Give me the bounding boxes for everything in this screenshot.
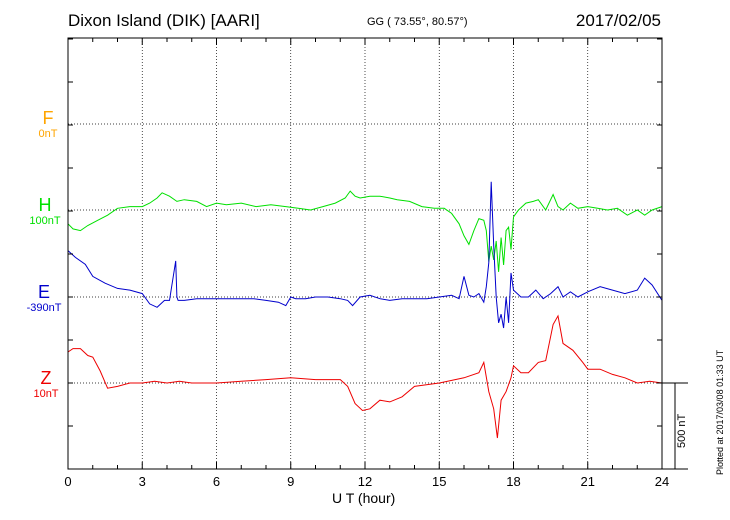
series-line-h — [67, 190, 663, 272]
x-tick-label: 9 — [287, 474, 294, 489]
station-coords: GG ( 73.55°, 80.57°) — [367, 16, 468, 28]
x-tick-label: 21 — [581, 474, 595, 489]
scale-bar — [662, 382, 688, 470]
series-name: Z — [40, 368, 52, 388]
series-label-z: Z 10nT — [26, 368, 66, 401]
x-tick-label: 12 — [358, 474, 372, 489]
plotted-timestamp: Plotted at 2017/03/08 01:33 UT — [715, 349, 725, 475]
series-baseline: 10nT — [33, 388, 59, 400]
series-name: E — [37, 282, 50, 302]
series-baseline: 0nT — [38, 128, 58, 140]
chart-series — [67, 181, 663, 439]
x-tick-label: 24 — [655, 474, 669, 489]
x-tick-label: 6 — [213, 474, 220, 489]
x-tick-label: 18 — [506, 474, 520, 489]
series-name: H — [38, 195, 52, 215]
x-axis-label: U T (hour) — [332, 490, 396, 506]
station-title: Dixon Island (DIK) [AARI] — [68, 11, 260, 30]
series-name: F — [42, 108, 54, 128]
series-baseline: 100nT — [29, 215, 61, 227]
x-tick-label: 0 — [64, 474, 71, 489]
series-label-f: F 0nT — [28, 108, 68, 141]
series-baseline: -390nT — [26, 302, 62, 314]
plot-date: 2017/02/05 — [575, 11, 661, 30]
chart-grid — [68, 38, 662, 469]
scale-bar-label: 500 nT — [676, 413, 688, 448]
x-tick-label: 15 — [432, 474, 446, 489]
series-label-e: E -390nT — [20, 282, 68, 315]
series-label-h: H 100nT — [22, 195, 68, 228]
x-tick-label: 3 — [139, 474, 146, 489]
series-line-z — [67, 314, 663, 439]
series-line-e — [67, 181, 663, 329]
axis-ticks: 0 3 6 9 12 15 18 21 24 — [64, 38, 669, 489]
